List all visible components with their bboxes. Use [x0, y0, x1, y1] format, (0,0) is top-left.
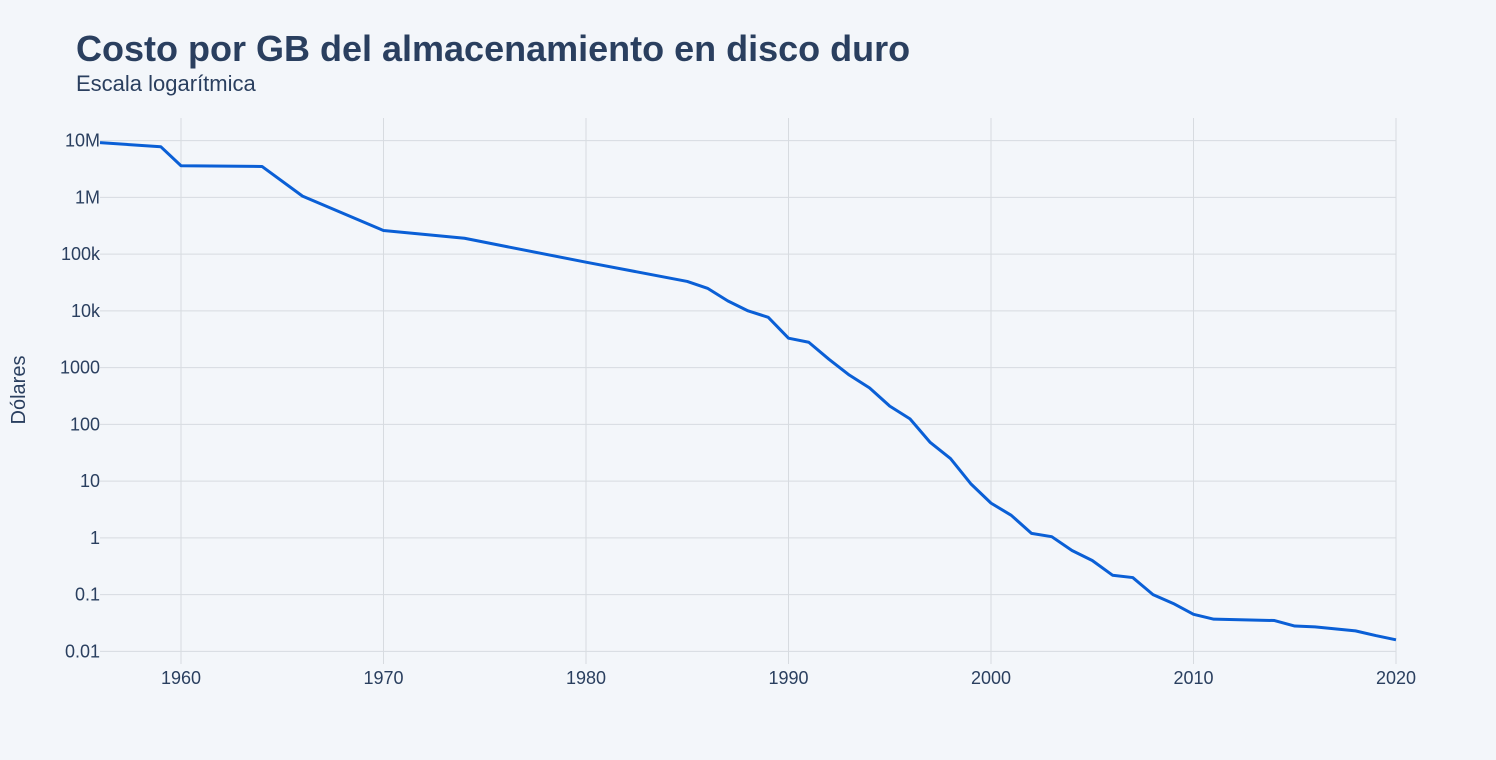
y-tick-label: 1: [90, 528, 100, 548]
x-tick-label: 1990: [768, 668, 808, 688]
grid-lines: [100, 118, 1397, 664]
series-layer: [99, 141, 1397, 642]
x-tick-label: 1970: [363, 668, 403, 688]
y-tick-label: 0.01: [65, 641, 100, 661]
y-tick-label: 10: [80, 471, 100, 491]
y-tick-label: 10k: [71, 301, 101, 321]
y-axis-title: Dólares: [8, 356, 30, 425]
y-tick-label: 1M: [75, 187, 100, 207]
y-tick-label: 100: [70, 414, 100, 434]
y-tick-label: 100k: [61, 244, 101, 264]
x-tick-label: 1980: [566, 668, 606, 688]
x-tick-label: 1960: [161, 668, 201, 688]
x-tick-label: 2000: [971, 668, 1011, 688]
x-tick-label: 2020: [1376, 668, 1416, 688]
x-tick-label: 2010: [1173, 668, 1213, 688]
y-axis-ticks: 0.01 0.1 1 10 100 1000 10k 100k 1M 10M: [60, 131, 101, 662]
chart-title: Costo por GB del almacenamiento en disco…: [76, 28, 911, 69]
y-tick-label: 10M: [65, 131, 100, 151]
series-line: [99, 141, 1397, 642]
chart-subtitle: Escala logarítmica: [76, 71, 256, 96]
y-tick-label: 0.1: [75, 585, 100, 605]
x-axis-ticks: 1960 1970 1980 1990 2000 2010 2020: [161, 668, 1416, 688]
y-tick-label: 1000: [60, 358, 100, 378]
